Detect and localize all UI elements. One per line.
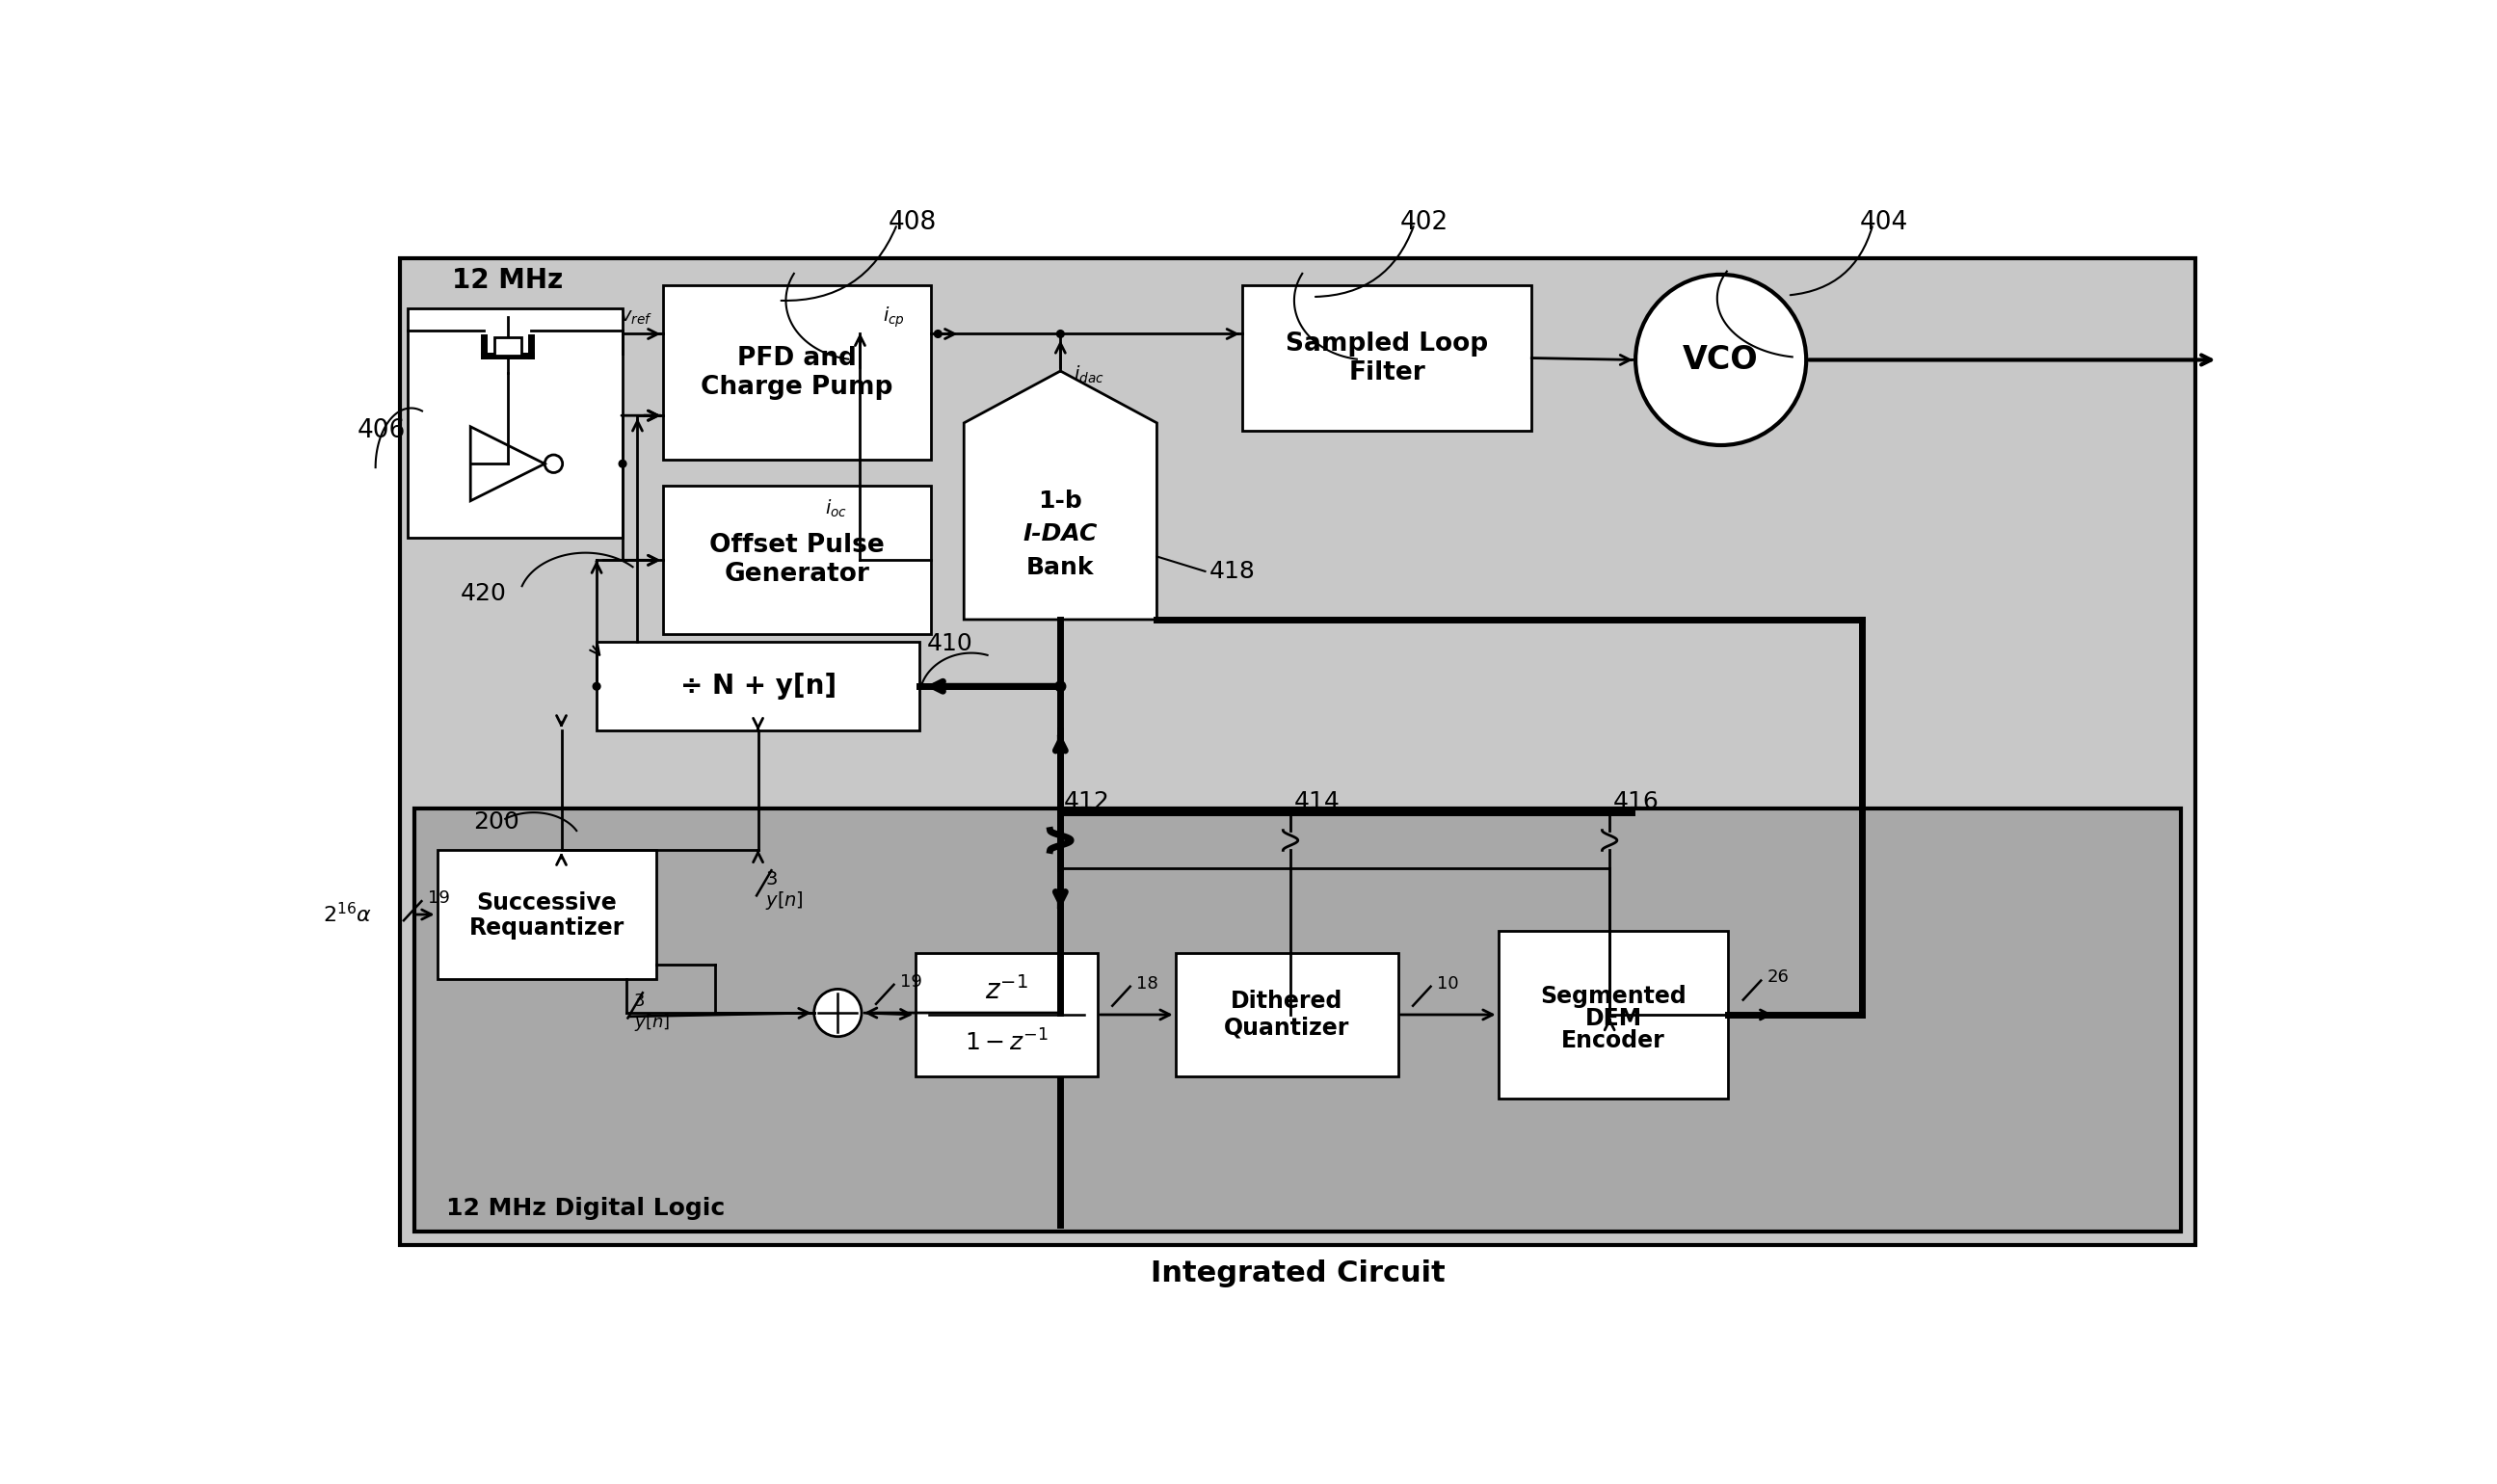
Text: 19: 19: [427, 889, 449, 907]
Text: $2^{16}\alpha$: $2^{16}\alpha$: [322, 902, 372, 926]
FancyBboxPatch shape: [916, 953, 1099, 1076]
FancyBboxPatch shape: [1176, 953, 1398, 1076]
FancyBboxPatch shape: [400, 258, 2195, 1245]
Text: I-DAC: I-DAC: [1024, 522, 1099, 546]
Text: 19: 19: [899, 974, 921, 990]
FancyBboxPatch shape: [407, 307, 622, 537]
Circle shape: [1056, 681, 1066, 692]
Circle shape: [619, 460, 627, 467]
Text: 408: 408: [889, 211, 936, 234]
FancyBboxPatch shape: [597, 641, 919, 730]
Text: $z^{-1}$: $z^{-1}$: [984, 976, 1029, 1005]
Text: 10: 10: [1436, 975, 1458, 993]
Circle shape: [1056, 329, 1064, 337]
Text: 12 MHz Digital Logic: 12 MHz Digital Logic: [447, 1196, 724, 1220]
FancyBboxPatch shape: [437, 849, 657, 979]
Text: Offset Pulse
Generator: Offset Pulse Generator: [709, 533, 884, 588]
Text: $i_{cp}$: $i_{cp}$: [881, 306, 904, 329]
Text: 420: 420: [462, 582, 507, 605]
Text: DEM: DEM: [1586, 1006, 1641, 1030]
Text: $i_{oc}$: $i_{oc}$: [824, 497, 846, 519]
Text: Successive: Successive: [477, 892, 617, 916]
Text: Encoder: Encoder: [1561, 1028, 1665, 1052]
Text: Requantizer: Requantizer: [469, 916, 624, 939]
Text: 3: 3: [767, 870, 777, 889]
Text: 404: 404: [1860, 211, 1908, 234]
Circle shape: [592, 683, 599, 690]
Text: Bank: Bank: [1026, 556, 1094, 579]
Text: 416: 416: [1613, 789, 1661, 813]
FancyBboxPatch shape: [664, 485, 931, 634]
Text: 18: 18: [1136, 975, 1159, 993]
Text: Segmented: Segmented: [1541, 984, 1685, 1008]
Text: 414: 414: [1293, 789, 1341, 813]
Text: 1-b: 1-b: [1039, 490, 1084, 512]
Text: 406: 406: [357, 418, 405, 442]
Text: $1-z^{-1}$: $1-z^{-1}$: [964, 1030, 1049, 1057]
Text: 418: 418: [1209, 559, 1256, 583]
Circle shape: [814, 988, 861, 1036]
FancyBboxPatch shape: [1498, 932, 1728, 1098]
Text: 26: 26: [1768, 969, 1788, 987]
Text: Sampled Loop
Filter: Sampled Loop Filter: [1286, 331, 1488, 384]
Text: $i_{dac}$: $i_{dac}$: [1074, 364, 1104, 386]
FancyBboxPatch shape: [664, 285, 931, 460]
Text: $y[n]$: $y[n]$: [767, 889, 804, 911]
FancyBboxPatch shape: [494, 337, 522, 355]
Text: $v_{ref}$: $v_{ref}$: [619, 309, 652, 326]
Text: 412: 412: [1064, 789, 1111, 813]
FancyBboxPatch shape: [1241, 285, 1531, 430]
FancyBboxPatch shape: [415, 809, 2180, 1232]
Text: 3: 3: [634, 993, 644, 1011]
Circle shape: [1636, 275, 1805, 445]
Text: ÷ N + y[n]: ÷ N + y[n]: [679, 672, 836, 700]
Polygon shape: [964, 371, 1156, 619]
Text: VCO: VCO: [1683, 344, 1758, 375]
Text: $y[n]$: $y[n]$: [634, 1012, 669, 1033]
Text: 12 MHz: 12 MHz: [452, 267, 564, 294]
Text: PFD and
Charge Pump: PFD and Charge Pump: [702, 346, 894, 399]
Text: 410: 410: [926, 632, 974, 656]
Text: Dithered
Quantizer: Dithered Quantizer: [1224, 990, 1348, 1040]
Text: Integrated Circuit: Integrated Circuit: [1151, 1260, 1446, 1287]
Text: 402: 402: [1401, 211, 1448, 234]
Text: 200: 200: [474, 810, 519, 834]
Circle shape: [934, 329, 941, 337]
